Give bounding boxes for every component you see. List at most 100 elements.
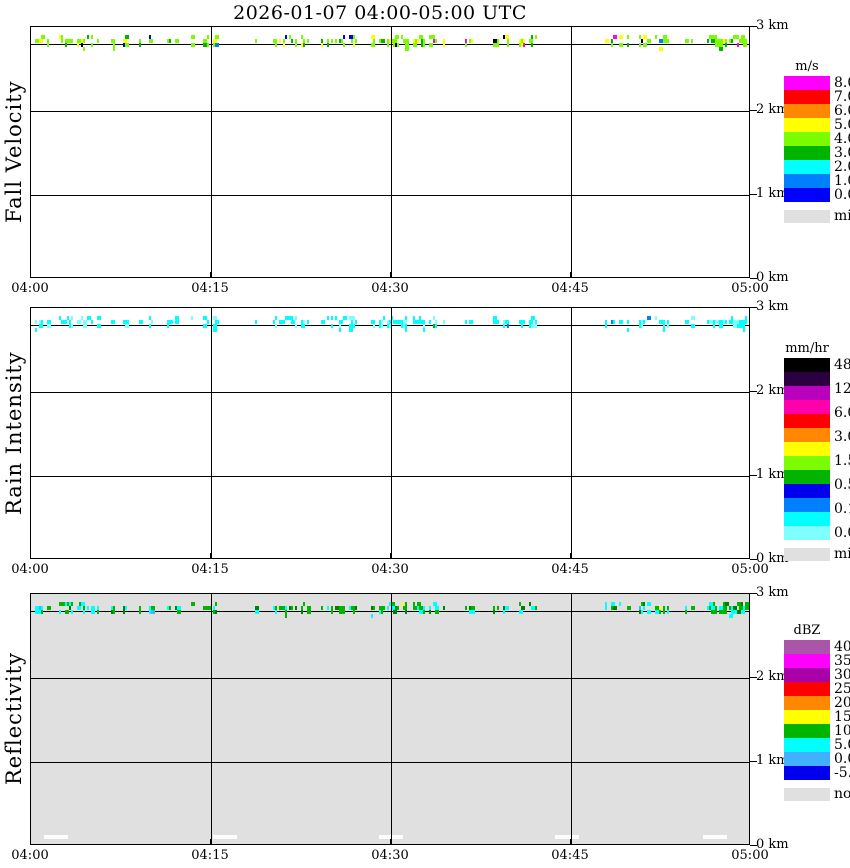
data-cell xyxy=(273,320,275,324)
data-cell xyxy=(433,602,437,606)
data-cell xyxy=(465,320,467,324)
gridline-vertical xyxy=(571,594,572,844)
data-cell xyxy=(647,602,651,606)
data-cell xyxy=(255,39,257,43)
data-cell xyxy=(503,35,505,39)
data-cell xyxy=(471,610,475,614)
data-cell xyxy=(303,43,305,47)
data-cell xyxy=(469,610,471,614)
data-cell xyxy=(507,39,509,43)
data-cell xyxy=(91,43,93,47)
y-tick-label: 1 km xyxy=(756,753,789,768)
data-cell xyxy=(413,43,417,47)
data-cell xyxy=(521,320,523,324)
data-cell xyxy=(327,316,329,320)
data-cell xyxy=(529,602,531,606)
page-title: 2026-01-07 04:00-05:00 UTC xyxy=(233,2,527,24)
data-cell xyxy=(743,328,745,332)
data-cell xyxy=(715,43,719,47)
data-cell xyxy=(531,606,535,610)
data-cell xyxy=(35,328,37,332)
data-cell xyxy=(321,39,323,43)
colorbar-missing-swatch xyxy=(784,788,830,801)
data-cell xyxy=(343,43,345,47)
data-cell xyxy=(387,39,389,43)
data-cell xyxy=(213,39,217,43)
data-cell xyxy=(71,324,73,328)
data-cell xyxy=(419,316,421,320)
x-tick-label: 04:30 xyxy=(371,848,409,863)
data-cell xyxy=(125,35,129,39)
data-cell xyxy=(465,43,467,47)
data-cell xyxy=(743,320,745,324)
colorbar-swatch xyxy=(784,414,830,428)
x-tick-mark xyxy=(570,272,571,278)
data-cell xyxy=(373,606,375,610)
data-cell xyxy=(283,39,285,43)
data-cell xyxy=(139,320,143,324)
data-cell xyxy=(207,43,209,47)
data-cell xyxy=(295,43,297,47)
colorbar-swatch xyxy=(784,640,830,654)
gridline-vertical xyxy=(211,594,212,844)
data-cell xyxy=(343,606,345,610)
data-cell xyxy=(327,43,329,47)
colorbar-tick-label: 48.0 xyxy=(834,357,850,373)
data-cell xyxy=(611,602,615,606)
data-cell xyxy=(497,320,499,324)
data-cell xyxy=(405,610,407,614)
data-cell xyxy=(255,606,259,610)
panel-rain-intensity-data xyxy=(31,308,749,558)
data-cell xyxy=(655,610,659,614)
x-tick-label: 04:30 xyxy=(371,281,409,296)
y-tick-mark xyxy=(750,845,757,846)
data-cell xyxy=(47,606,51,610)
x-tick-mark xyxy=(390,839,391,845)
data-cell xyxy=(639,35,641,39)
y-tick-label: 3 km xyxy=(756,299,789,314)
data-cell xyxy=(737,35,739,39)
y-tick-mark xyxy=(750,307,757,308)
data-cell xyxy=(713,320,715,324)
data-cell xyxy=(61,39,63,43)
data-cell xyxy=(639,324,641,328)
data-cell xyxy=(321,606,323,610)
data-cell xyxy=(339,324,341,328)
colorbar-tick-label: 6.0 xyxy=(834,405,850,421)
colorbar-missing-label: miss xyxy=(834,546,850,562)
data-cell xyxy=(627,43,629,47)
colorbar-swatch xyxy=(784,442,830,456)
data-cell xyxy=(395,606,397,610)
data-cell xyxy=(213,328,217,332)
data-cell xyxy=(725,320,727,324)
data-cell xyxy=(739,324,741,328)
data-cell xyxy=(335,39,337,43)
gridline-horizontal xyxy=(31,111,749,112)
data-cell xyxy=(87,35,89,39)
data-cell xyxy=(419,610,423,614)
data-cell xyxy=(605,39,609,43)
y-tick-mark xyxy=(750,559,757,560)
data-cell xyxy=(503,610,505,614)
data-cell xyxy=(443,320,445,324)
data-cell xyxy=(349,316,353,320)
data-cell xyxy=(465,39,467,43)
data-cell xyxy=(521,43,523,47)
data-cell xyxy=(295,606,297,610)
data-cell xyxy=(417,39,419,43)
y-tick-mark xyxy=(750,593,757,594)
data-cell xyxy=(59,602,61,606)
data-cell xyxy=(65,39,67,43)
y-tick-mark xyxy=(750,26,757,27)
data-cell xyxy=(335,606,339,610)
data-cell xyxy=(611,39,613,43)
data-cell xyxy=(177,606,181,610)
data-cell xyxy=(69,324,71,328)
data-cell xyxy=(389,39,391,43)
data-cell xyxy=(737,602,741,606)
data-cell xyxy=(213,324,217,328)
data-cell xyxy=(391,602,395,606)
data-cell xyxy=(535,320,537,324)
data-cell xyxy=(151,39,153,43)
colorbar-tick-label: 8.0 xyxy=(834,75,850,91)
